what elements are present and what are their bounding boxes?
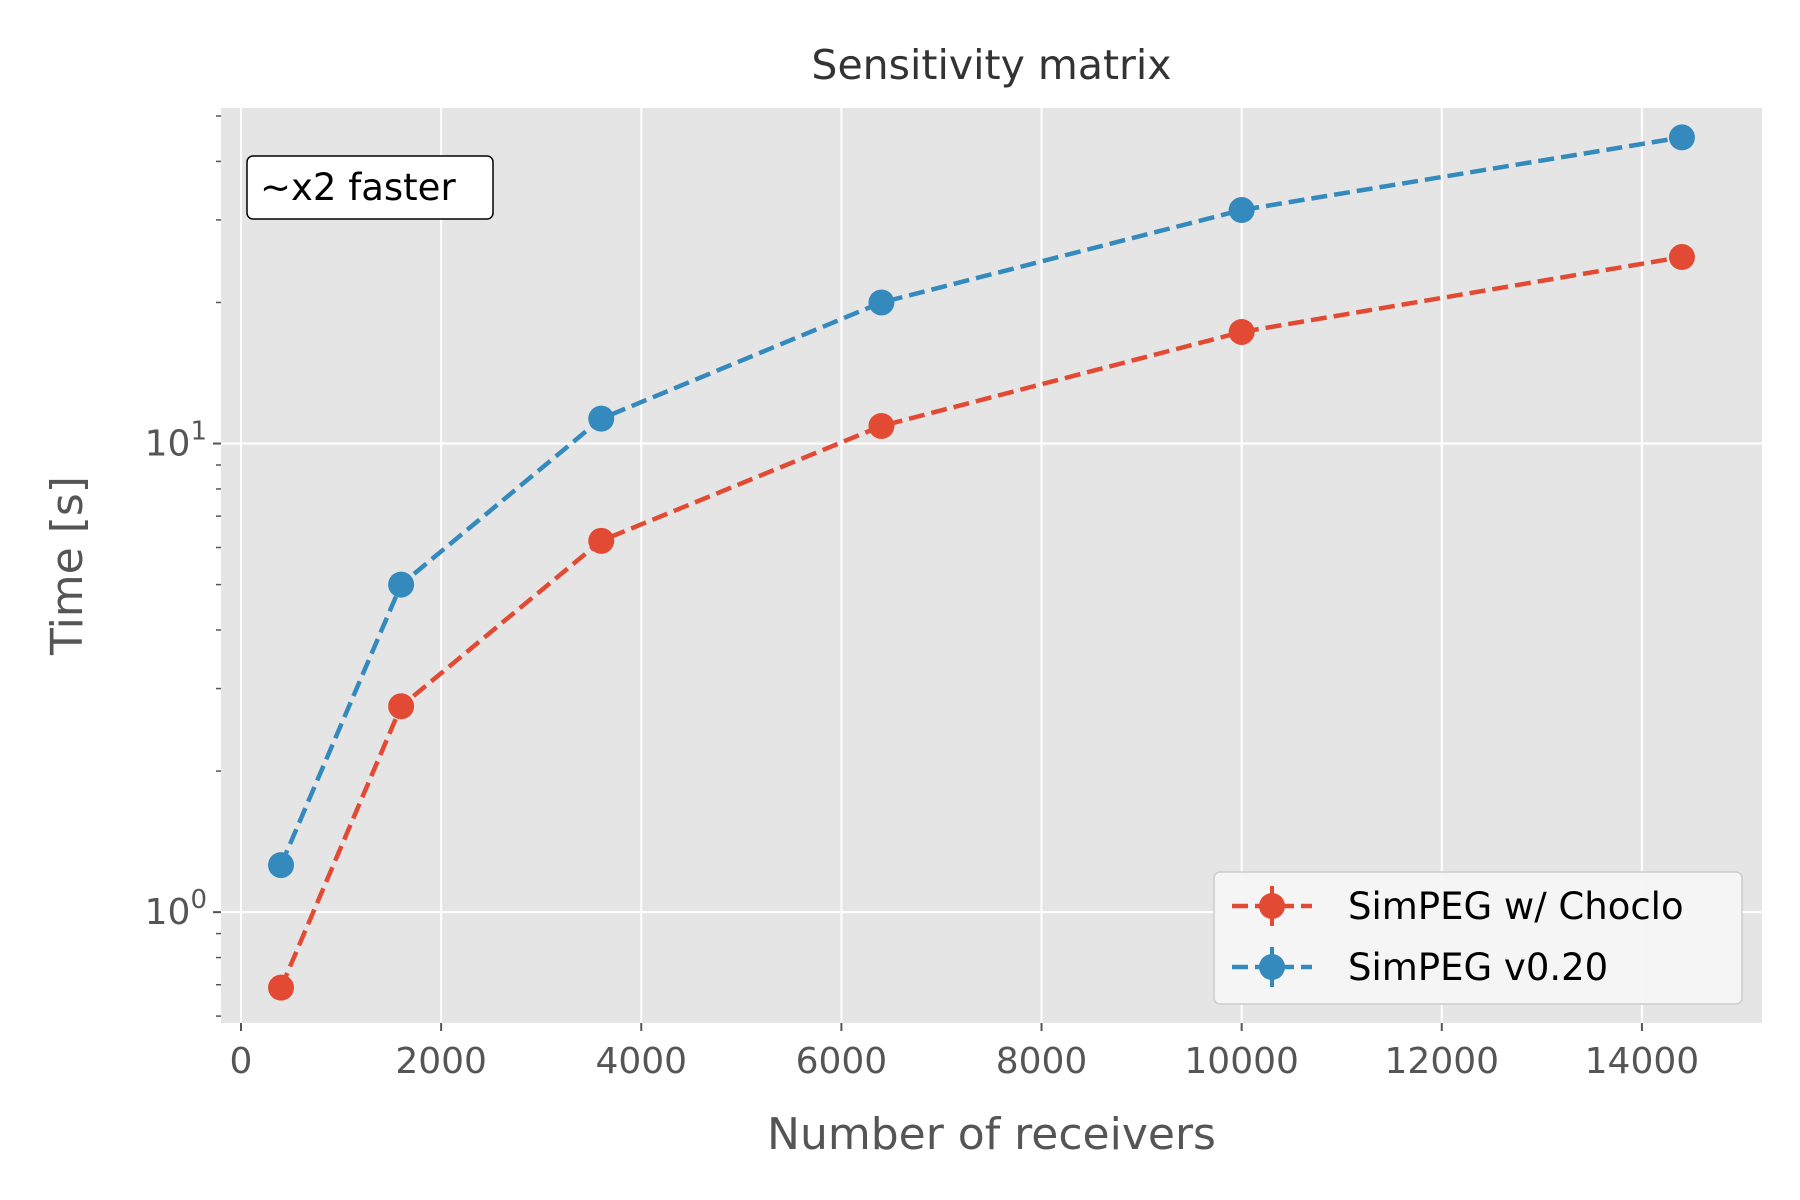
legend-swatch-marker <box>1259 954 1285 980</box>
legend-label: SimPEG w/ Choclo <box>1348 885 1684 928</box>
series-simpeg-w-choclo <box>268 244 1695 1001</box>
legend: SimPEG w/ Choclo SimPEG v0.20 <box>1213 871 1743 1005</box>
legend-frame <box>1213 871 1743 1005</box>
data-point <box>1228 197 1255 224</box>
data-point <box>588 405 615 432</box>
data-point <box>388 693 415 720</box>
series-simpeg-v0-20 <box>268 124 1695 879</box>
legend-item: SimPEG v0.20 <box>1232 946 1608 989</box>
series-line <box>278 135 1683 866</box>
data-point <box>1668 124 1695 151</box>
plot-area <box>221 108 1762 1023</box>
series-layer <box>268 124 1695 1001</box>
legend-item: SimPEG w/ Choclo <box>1232 885 1684 928</box>
x-tick-label: 8000 <box>996 1041 1088 1082</box>
y-tick-label: 100 <box>145 885 207 933</box>
data-point <box>1668 244 1695 271</box>
data-point <box>268 974 295 1001</box>
y-tick-label: 101 <box>145 417 207 465</box>
x-tick-label: 12000 <box>1385 1041 1500 1082</box>
y-axis-label: Time [s] <box>42 476 93 656</box>
annotation-text: ~x2 faster <box>260 166 456 209</box>
data-point <box>388 571 415 598</box>
data-point <box>868 412 895 439</box>
x-tick-label: 0 <box>230 1041 253 1082</box>
data-point <box>588 527 615 554</box>
x-tick-label: 10000 <box>1184 1041 1299 1082</box>
x-tick-label: 2000 <box>395 1041 487 1082</box>
annotation-box: ~x2 faster <box>246 155 494 220</box>
legend-label: SimPEG v0.20 <box>1348 946 1608 989</box>
legend-swatch-marker <box>1259 893 1285 919</box>
data-point <box>1228 318 1255 345</box>
axis-ticks: 0 2000 4000 6000 8000 10000 12000 14000 100 101 <box>145 115 1700 1082</box>
x-tick-label: 14000 <box>1585 1041 1700 1082</box>
x-tick-label: 6000 <box>796 1041 888 1082</box>
data-point <box>868 289 895 316</box>
chart-title: Sensitivity matrix <box>811 41 1171 89</box>
data-point <box>268 852 295 879</box>
x-axis-label: Number of receivers <box>767 1109 1216 1160</box>
annotation-frame <box>246 155 494 220</box>
series-line <box>278 254 1683 989</box>
x-tick-label: 4000 <box>595 1041 687 1082</box>
